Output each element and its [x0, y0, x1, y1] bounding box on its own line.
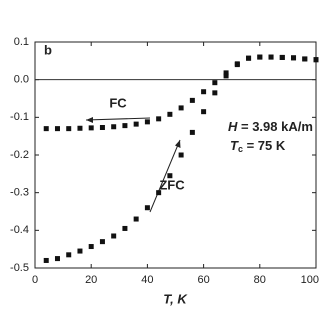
data-point [167, 173, 173, 179]
data-point [111, 124, 117, 130]
data-point [133, 121, 139, 127]
y-tick-label: -0.2 [10, 149, 29, 161]
data-point [133, 216, 139, 222]
data-point [156, 116, 162, 122]
y-tick-label: -0.3 [10, 187, 29, 199]
x-axis-label: T, K [163, 291, 188, 306]
data-point [88, 125, 94, 131]
annotation: Tc = 75 K [230, 138, 286, 154]
data-point [99, 239, 105, 245]
data-point [246, 55, 252, 61]
data-point [167, 111, 173, 117]
data-point [178, 105, 184, 111]
data-point [43, 257, 49, 263]
plot-frame [34, 41, 317, 269]
series-label: ZFC [159, 177, 185, 192]
data-point [234, 62, 240, 68]
data-point [178, 152, 184, 158]
data-point [144, 205, 150, 211]
data-point [212, 90, 218, 96]
y-tick-label: -0.4 [10, 224, 29, 236]
x-tick-label: 60 [197, 274, 209, 286]
data-point [189, 129, 195, 135]
data-point [257, 54, 263, 60]
data-point [201, 89, 207, 95]
data-point [54, 126, 60, 132]
data-point [66, 252, 72, 258]
data-point [122, 225, 128, 231]
x-tick-label: 100 [301, 274, 319, 286]
x-tick-label: 20 [85, 274, 97, 286]
data-point [111, 233, 117, 239]
zfc-arrow [149, 139, 181, 213]
data-point [212, 80, 218, 86]
data-point [223, 73, 229, 79]
x-tick-label: 40 [141, 274, 153, 286]
data-point [201, 109, 207, 115]
data-point [99, 125, 105, 131]
y-tick-label: -0.1 [10, 111, 29, 123]
data-point [268, 54, 274, 60]
x-tick-label: 80 [254, 274, 266, 286]
data-point [88, 244, 94, 250]
y-tick-label: 0.1 [14, 36, 29, 48]
x-tick-label: 0 [32, 274, 38, 286]
data-point [313, 57, 319, 63]
annotation: H = 3.98 kA/m [228, 119, 313, 134]
data-point [66, 126, 72, 132]
data-point [279, 54, 285, 60]
data-point [43, 126, 49, 132]
data-point [189, 97, 195, 103]
y-tick-label: 0.0 [14, 74, 29, 86]
panel-label: b [44, 42, 52, 57]
fc-arrow [85, 117, 151, 121]
data-point [223, 70, 229, 76]
data-point [122, 123, 128, 129]
data-point [54, 256, 60, 262]
zfc-arrow-head [175, 140, 181, 148]
data-point [302, 56, 308, 62]
fc-arrow-head [86, 117, 93, 123]
data-point [291, 55, 297, 61]
series-label: FC [109, 95, 127, 110]
data-point [77, 248, 83, 254]
data-point [77, 125, 83, 131]
data-point [156, 190, 162, 196]
y-tick-label: -0.5 [10, 262, 29, 274]
data-point [144, 119, 150, 125]
